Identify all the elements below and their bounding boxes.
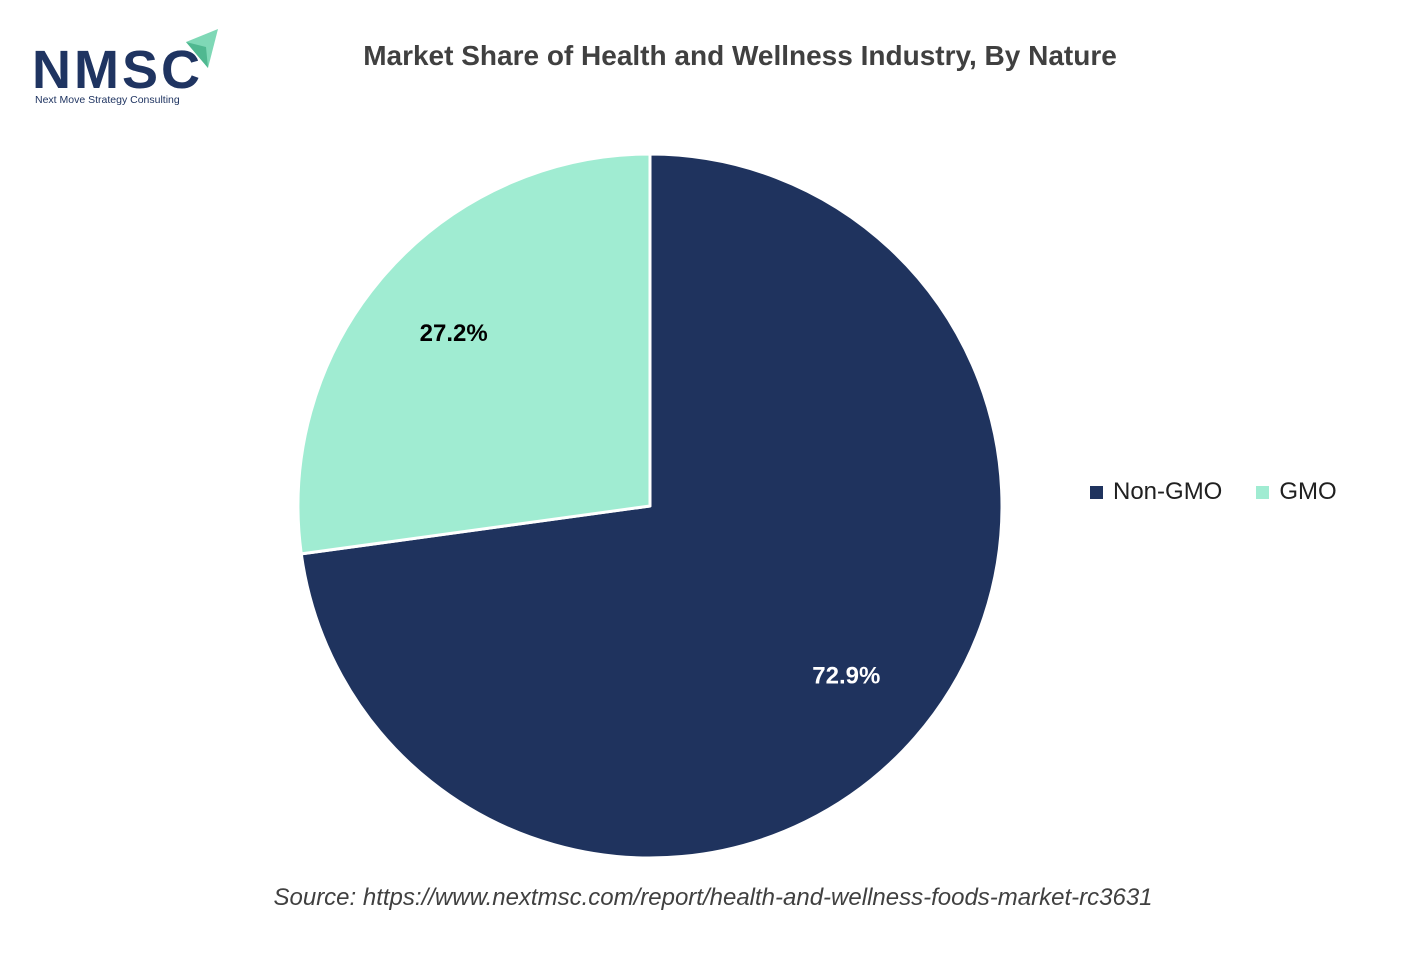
logo-mark: NMSC [32, 29, 218, 96]
chart-legend: Non-GMO GMO [1090, 478, 1337, 506]
brand-logo: NMSC Next Move Strategy Consulting [30, 26, 230, 110]
chart-title: Market Share of Health and Wellness Indu… [363, 40, 1117, 71]
legend-swatch-gmo [1256, 485, 1270, 499]
source-note: Source: https://www.nextmsc.com/report/h… [273, 884, 1153, 911]
pie-slice-gmo [296, 152, 652, 556]
paper-plane-icon [186, 29, 218, 68]
pie-slice-non-gmo [299, 152, 1004, 860]
legend-item-gmo: GMO [1256, 478, 1337, 506]
data-label-gmo: 27.2% [420, 320, 488, 347]
logo-wordmark: NMSC [32, 40, 203, 96]
legend-label-gmo: GMO [1279, 478, 1337, 505]
logo-tagline: Next Move Strategy Consulting [35, 94, 180, 106]
data-label-non-gmo: 72.9% [812, 663, 880, 690]
legend-item-non-gmo: Non-GMO [1090, 478, 1222, 506]
legend-label-non-gmo: Non-GMO [1113, 478, 1223, 505]
legend-swatch-non-gmo [1090, 485, 1103, 499]
